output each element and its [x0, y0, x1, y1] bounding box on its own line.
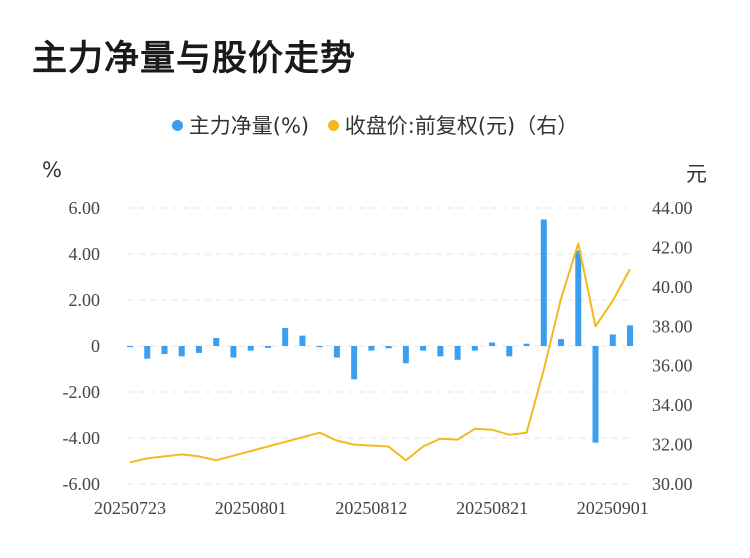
x-tick-label: 20250801: [215, 498, 287, 518]
right-tick-label: 36.00: [652, 356, 693, 376]
left-tick-label: -2.00: [63, 382, 101, 402]
net-volume-bar: [161, 346, 168, 355]
right-tick-label: 30.00: [652, 474, 693, 494]
net-volume-bar: [627, 325, 633, 346]
net-volume-bar: [144, 346, 151, 359]
right-tick-label: 44.00: [652, 198, 693, 218]
left-tick-label: 0: [91, 336, 100, 356]
x-tick-label: 20250821: [456, 498, 528, 518]
net-volume-bar: [351, 346, 358, 380]
net-volume-bar: [178, 346, 185, 357]
net-volume-bar: [368, 346, 375, 351]
legend-dot-net-volume: [171, 119, 183, 131]
legend-item-net-volume[interactable]: 主力净量(%): [171, 110, 310, 140]
legend-label-net-volume: 主力净量(%): [188, 114, 310, 138]
net-volume-bar: [333, 346, 340, 358]
net-volume-bar: [506, 346, 513, 357]
net-volume-bar: [592, 346, 599, 443]
net-volume-bar: [264, 346, 271, 348]
net-volume-bar: [489, 342, 496, 346]
net-volume-bar: [230, 346, 237, 358]
left-tick-label: 4.00: [69, 244, 101, 264]
net-volume-bar: [247, 346, 254, 351]
right-tick-label: 38.00: [652, 316, 693, 336]
left-axis-unit: %: [42, 158, 62, 182]
left-tick-label: 2.00: [69, 290, 101, 310]
net-volume-bar: [471, 346, 478, 351]
x-tick-label: 20250901: [577, 498, 649, 518]
net-volume-bar: [316, 346, 323, 348]
chart-title: 主力净量与股价走势: [32, 39, 357, 79]
legend-item-close-price[interactable]: 收盘价:前复权(元)（右）: [327, 110, 579, 140]
left-tick-label: -4.00: [63, 428, 101, 448]
net-volume-bar: [420, 346, 427, 351]
net-volume-bar: [523, 343, 530, 346]
net-volume-bar: [385, 346, 392, 349]
right-tick-label: 34.00: [652, 395, 693, 415]
net-volume-bar: [558, 339, 565, 346]
net-volume-bar: [282, 328, 289, 346]
net-volume-bar: [195, 346, 202, 353]
left-tick-label: -6.00: [63, 474, 101, 494]
legend-dot-close-price: [327, 119, 339, 131]
net-volume-bar: [540, 219, 547, 346]
right-tick-label: 42.00: [652, 237, 693, 257]
right-axis-unit: 元: [686, 162, 707, 186]
x-tick-label: 20250812: [335, 498, 407, 518]
right-tick-label: 32.00: [652, 435, 693, 455]
net-volume-bar: [402, 346, 409, 364]
net-volume-bar: [437, 346, 444, 357]
chart-legend: 主力净量(%) 收盘价:前复权(元)（右）: [0, 110, 750, 140]
x-tick-label: 20250723: [94, 498, 166, 518]
net-volume-bar: [575, 250, 582, 346]
close-price-line: [129, 242, 631, 464]
left-tick-label: 6.00: [69, 198, 101, 218]
net-volume-bar: [127, 346, 133, 348]
net-volume-bar: [454, 346, 461, 360]
net-volume-bar: [299, 335, 306, 346]
legend-label-close-price: 收盘价:前复权(元)（右）: [344, 114, 579, 138]
net-volume-bar: [213, 337, 220, 346]
right-tick-label: 40.00: [652, 277, 693, 297]
net-volume-bar: [609, 334, 616, 346]
